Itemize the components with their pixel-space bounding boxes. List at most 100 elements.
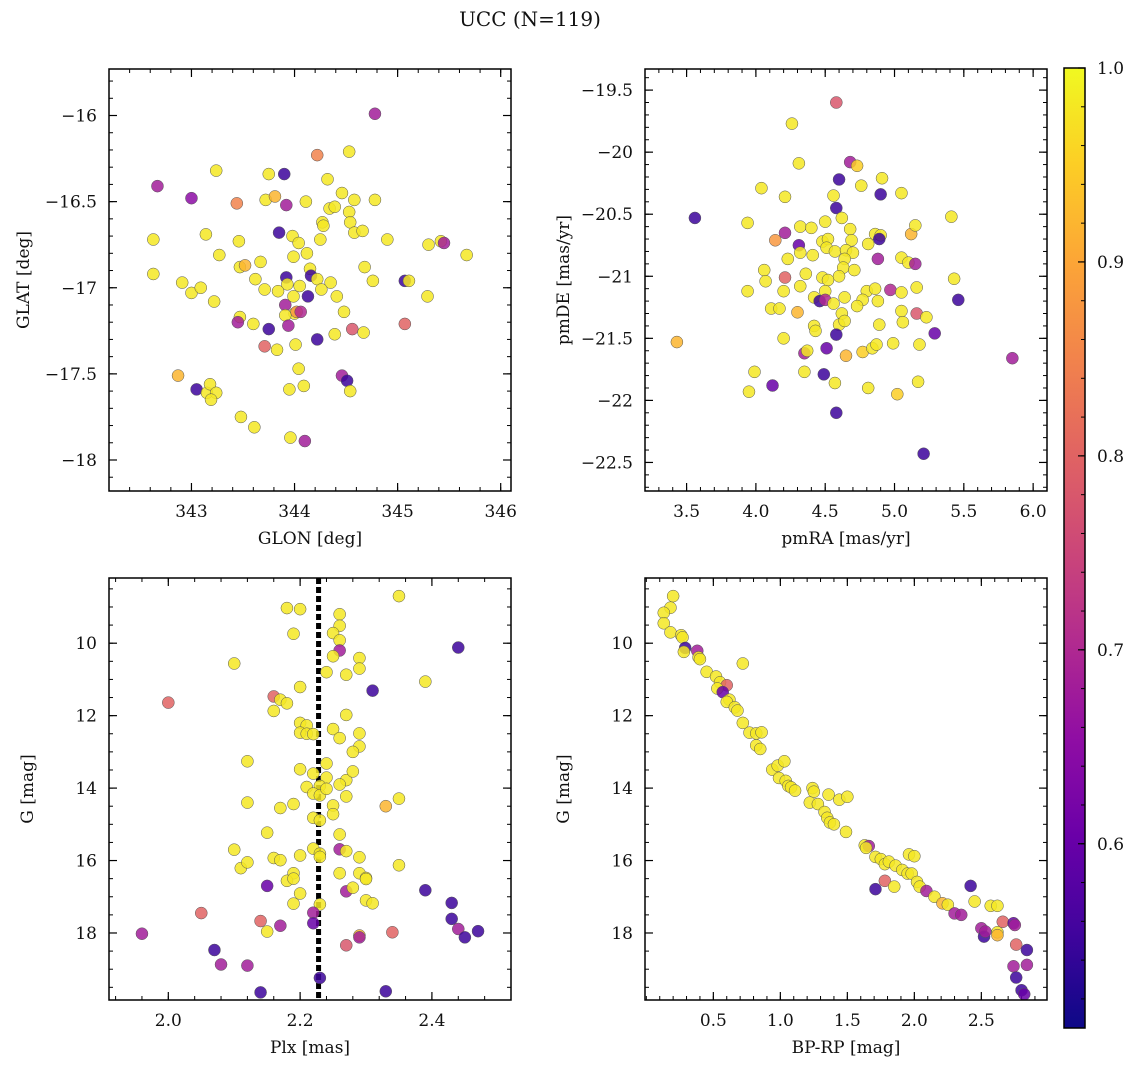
x-tick-label: 6.0 — [1020, 502, 1047, 522]
data-point — [792, 157, 806, 170]
data-point — [920, 310, 933, 324]
data-point — [798, 365, 811, 379]
data-point — [830, 201, 843, 215]
y-tick-label: −21 — [597, 267, 633, 287]
data-point — [262, 322, 276, 336]
data-point — [268, 190, 282, 203]
data-point — [234, 410, 248, 424]
data-point — [147, 233, 160, 246]
data-point — [333, 607, 346, 621]
data-point — [346, 765, 360, 778]
data-point — [838, 314, 851, 328]
data-point — [293, 680, 307, 694]
data-point — [777, 332, 790, 345]
data-point — [300, 247, 314, 260]
axes-frame — [644, 577, 1048, 1001]
y-tick-label: −16.5 — [45, 193, 97, 213]
data-point — [875, 171, 889, 185]
data-point — [886, 337, 900, 350]
data-point — [421, 290, 434, 303]
data-point — [910, 281, 923, 294]
data-point — [272, 226, 286, 239]
data-point — [333, 866, 346, 880]
data-point — [1007, 960, 1020, 973]
data-point — [917, 447, 930, 461]
data-point — [835, 211, 849, 225]
data-point — [870, 338, 883, 351]
data-point — [213, 248, 226, 262]
data-point — [928, 327, 941, 340]
data-point — [324, 276, 337, 289]
data-point — [151, 179, 164, 193]
data-point — [822, 788, 835, 801]
data-point — [366, 274, 380, 288]
data-point — [873, 318, 886, 331]
data-point — [657, 617, 671, 630]
data-point — [828, 245, 842, 258]
data-point — [799, 267, 813, 281]
data-point — [909, 257, 922, 271]
data-point — [670, 335, 684, 349]
data-point — [297, 379, 311, 393]
data-point — [301, 290, 315, 303]
data-point — [736, 657, 750, 670]
panels: 343 344 345 346 −16 −16.5 −17 −17.5 −18 GLON [deg… — [14, 68, 1048, 1058]
data-point — [952, 293, 965, 307]
data-point — [896, 315, 910, 329]
figure-title: UCC (N=119) — [459, 7, 601, 31]
x-tick-label: 4.5 — [812, 502, 839, 522]
data-point — [895, 304, 908, 318]
data-point — [827, 818, 841, 831]
data-point — [392, 792, 406, 805]
y-tick-label: 14 — [75, 779, 97, 799]
x-tick-label: 3.5 — [673, 502, 700, 522]
data-point — [830, 328, 843, 341]
data-point — [1006, 351, 1019, 365]
data-point — [452, 641, 465, 654]
y-tick-label: −17.5 — [45, 365, 97, 385]
data-point — [817, 368, 831, 381]
y-tick-label: −17 — [61, 279, 97, 299]
data-point — [328, 200, 341, 214]
data-point — [326, 807, 340, 821]
data-point — [287, 897, 300, 910]
data-point — [785, 117, 799, 130]
data-point — [356, 224, 369, 238]
x-tick-label: 2.4 — [418, 1011, 445, 1031]
data-point — [1020, 943, 1034, 957]
data-point — [666, 589, 680, 603]
data-point — [330, 290, 344, 303]
data-point — [339, 668, 353, 681]
data-point — [171, 369, 185, 382]
data-point — [909, 219, 922, 232]
data-point — [850, 299, 864, 313]
data-point — [232, 234, 246, 248]
data-point — [203, 377, 217, 391]
y-axis-label: G [mag] — [18, 754, 38, 823]
axes-frame — [644, 68, 1048, 492]
data-point — [731, 704, 744, 717]
data-point — [778, 226, 792, 240]
data-point — [677, 645, 691, 659]
data-point — [954, 908, 968, 922]
data-point — [736, 716, 750, 730]
data-point — [313, 850, 327, 864]
y-tick-label: 12 — [75, 707, 97, 727]
data-point — [773, 302, 786, 315]
data-point — [328, 328, 341, 341]
data-point — [353, 662, 366, 675]
data-point — [873, 232, 886, 246]
data-point — [381, 233, 394, 246]
x-tick-label: 1.5 — [834, 1011, 861, 1031]
y-tick-label: 14 — [611, 779, 633, 799]
data-point — [861, 381, 875, 395]
data-point — [274, 801, 287, 815]
y-tick-label: −21.5 — [581, 329, 633, 349]
data-point — [339, 939, 353, 952]
data-point — [832, 173, 846, 186]
data-point — [343, 384, 357, 398]
data-point — [280, 601, 294, 615]
y-axis-label: GLAT [deg] — [14, 231, 34, 329]
x-tick-label: 346 — [484, 502, 516, 522]
data-point — [766, 379, 779, 392]
